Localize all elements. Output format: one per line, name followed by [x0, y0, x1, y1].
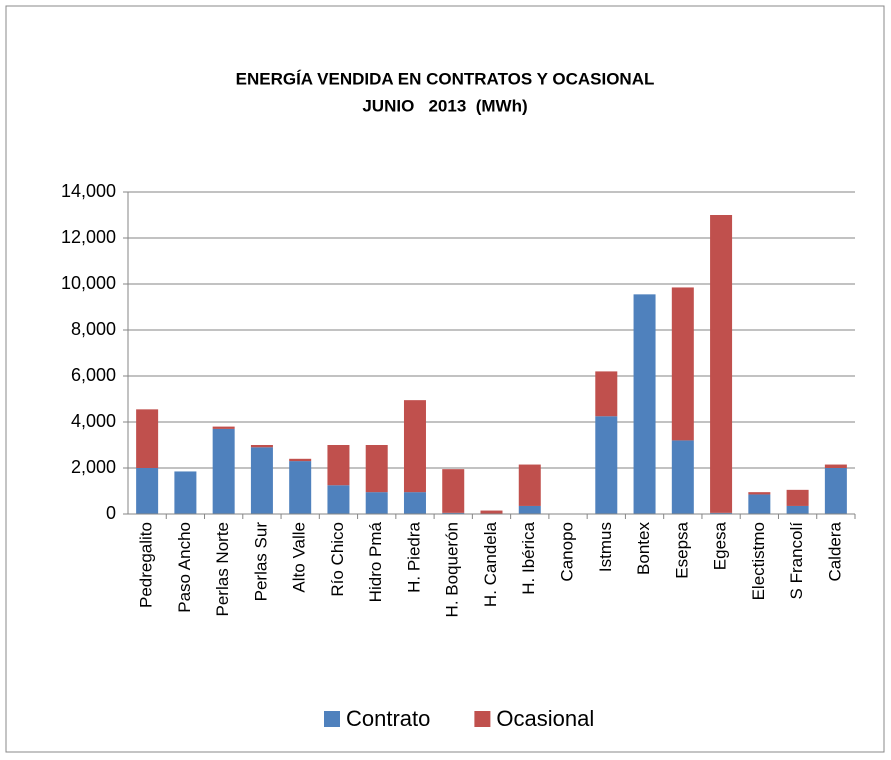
bar-segment [518, 464, 541, 506]
x-tick-label: H. Boquerón [443, 522, 462, 617]
y-tick-label: 10,000 [61, 273, 116, 293]
legend-label: Contrato [346, 706, 430, 731]
bar-segment [671, 440, 694, 514]
bar-segment [136, 468, 159, 514]
bar-segment [327, 445, 350, 486]
x-tick-label: H. Candela [481, 521, 500, 607]
y-tick-label: 2,000 [71, 457, 116, 477]
bar-segment [289, 461, 312, 514]
x-tick-label: H. Piedra [404, 521, 423, 592]
bar-segment [633, 294, 656, 514]
legend-swatch [474, 711, 491, 727]
bar-segment [710, 215, 733, 513]
x-tick-label: Bontex [634, 522, 653, 575]
x-tick-label: Pedregalito [137, 522, 156, 608]
bar-segment [824, 468, 847, 514]
x-tick-label: Hidro Pmá [366, 521, 385, 602]
x-tick-label: Perlas Norte [213, 522, 232, 616]
bar-segment [250, 445, 273, 448]
bar-segment [442, 469, 465, 513]
x-tick-label: H. Ibérica [519, 521, 538, 594]
bar-segment [365, 445, 388, 493]
bar-segment [595, 371, 618, 417]
bar-segment [289, 458, 312, 462]
x-tick-label: Electistmo [749, 522, 768, 600]
legend-label: Ocasional [496, 706, 594, 731]
x-tick-label: Egesa [711, 521, 730, 570]
bar-segment [748, 494, 771, 514]
bar-segment [403, 492, 426, 514]
bar-segment [442, 512, 465, 514]
x-tick-label: Paso Ancho [175, 522, 194, 613]
bar-segment [174, 471, 197, 514]
bar-segment [250, 447, 273, 514]
bar-segment [136, 409, 159, 468]
legend-swatch [324, 711, 340, 727]
y-tick-label: 4,000 [71, 411, 116, 431]
bar-segment [212, 428, 235, 514]
chart-border [5, 5, 885, 753]
x-tick-label: Caldera [825, 521, 844, 581]
y-tick-label: 6,000 [71, 365, 116, 385]
bar-segment [480, 510, 503, 514]
bar-segment [595, 416, 618, 514]
bar-segment [786, 489, 809, 506]
x-tick-label: Perlas Sur [251, 522, 270, 602]
bar-segment [327, 485, 350, 514]
x-tick-label: Canopo [558, 522, 577, 582]
x-tick-label: Alto Valle [290, 522, 309, 593]
bar-segment [365, 492, 388, 514]
y-tick-label: 12,000 [61, 227, 116, 247]
chart-title: ENERGÍA VENDIDA EN CONTRATOS Y OCASIONAL [236, 69, 655, 88]
bar-segment [403, 400, 426, 493]
y-tick-label: 14,000 [61, 181, 116, 201]
bar-segment [748, 492, 771, 495]
bar-segment [710, 512, 733, 514]
x-tick-label: Istmus [596, 522, 615, 572]
y-tick-label: 8,000 [71, 319, 116, 339]
bar-segment [212, 426, 235, 429]
bar-segment [518, 505, 541, 514]
x-tick-label: S Francolí [787, 522, 806, 600]
chart-subtitle: JUNIO 2013 (MWh) [362, 96, 527, 115]
bar-segment [786, 505, 809, 514]
x-tick-label: Río Chico [328, 522, 347, 597]
y-tick-label: 0 [106, 503, 116, 523]
x-tick-label: Esepsa [672, 521, 691, 578]
bar-segment [671, 287, 694, 441]
bar-segment [824, 464, 847, 468]
